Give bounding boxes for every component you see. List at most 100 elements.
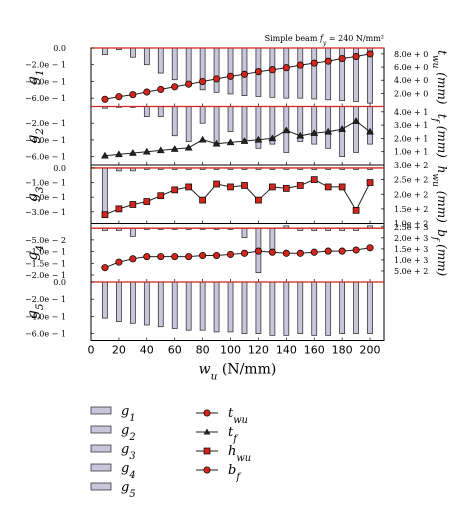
bar-g2 — [325, 106, 332, 149]
bar-g5 — [185, 281, 192, 331]
chart-annotation: Simple beam fy = 240 N/mm² — [265, 34, 384, 47]
point-t_wu — [296, 61, 304, 69]
point-h_wu — [227, 183, 234, 191]
point-h_wu — [324, 183, 332, 191]
bar-g2 — [213, 106, 220, 145]
bar-g4 — [269, 227, 276, 250]
bar-g1 — [283, 47, 290, 99]
bar-g5 — [325, 281, 332, 336]
bar-g1 — [213, 47, 220, 93]
point-b_f — [199, 251, 207, 260]
point-t_f — [128, 149, 137, 156]
left-tick-label: −2.0e − 1 — [25, 119, 66, 128]
left-tick-label: −1.0e − 1 — [25, 248, 66, 257]
bar-g5 — [367, 281, 373, 334]
point-h_wu — [213, 180, 220, 188]
x-tick-label: 60 — [168, 344, 182, 357]
left-tick-label: −1.5e − 1 — [25, 259, 66, 268]
y-axis-label-left: g4 — [25, 245, 46, 261]
bar-g2 — [171, 106, 178, 137]
bar-g5 — [283, 281, 290, 336]
bar-g1 — [311, 47, 318, 100]
right-tick-label: 1.5e + 2 — [394, 205, 428, 214]
right-tick-label: 5.0e + 2 — [394, 267, 428, 276]
right-tick-label: 2.5e + 3 — [394, 223, 428, 232]
bar-g2 — [311, 106, 318, 145]
point-b_f — [143, 253, 151, 261]
left-tick-label: −4.0e − 1 — [25, 312, 66, 321]
point-t_wu — [171, 83, 179, 91]
right-tick-label: 6.0e + 0 — [394, 63, 428, 72]
left-tick-label: −4.0e − 1 — [25, 136, 66, 145]
point-t_f — [282, 126, 291, 134]
y-axis-label-left: g5 — [25, 303, 46, 319]
legend-marker-h_wu — [203, 447, 211, 455]
x-tick-label: 0 — [88, 344, 95, 357]
point-h_wu — [185, 183, 193, 191]
point-t_f — [366, 127, 374, 135]
point-b_f — [226, 250, 235, 258]
bar-g5 — [143, 281, 150, 326]
point-t_f — [184, 143, 193, 151]
point-b_f — [282, 249, 290, 257]
bar-g1 — [102, 47, 108, 56]
bar-g2 — [241, 106, 248, 141]
right-tick-label: 2.0e + 1 — [394, 134, 428, 143]
point-b_f — [338, 247, 346, 255]
point-t_wu — [282, 64, 290, 72]
right-tick-label: 2.0e + 2 — [394, 190, 428, 199]
point-b_f — [296, 249, 304, 257]
point-t_f — [101, 151, 109, 159]
bar-g4 — [241, 227, 248, 238]
legend-label-t_wu: twu — [228, 406, 248, 426]
bar-g1 — [143, 47, 150, 66]
bar-g5 — [199, 281, 206, 331]
legend-swatch-g2 — [90, 425, 112, 434]
point-t_f — [254, 135, 263, 143]
point-t_wu — [268, 66, 276, 74]
bar-g5 — [171, 281, 178, 329]
panel-g5: 0.0 −2.0e − 1 −4.0e − 1 −6.0e − 1 g5 — [25, 278, 385, 341]
right-tick-label: 1.0e + 1 — [394, 148, 428, 157]
x-tick-label: 140 — [276, 344, 297, 357]
point-h_wu — [338, 183, 346, 191]
point-b_f — [254, 247, 262, 255]
bar-g5 — [311, 281, 318, 336]
point-t_f — [114, 150, 123, 158]
panel-frame — [90, 164, 385, 224]
left-tick-label: −5.0e − 2 — [25, 236, 66, 245]
bar-g2 — [353, 106, 359, 153]
point-t_f — [268, 134, 277, 142]
point-t_f — [296, 131, 305, 139]
point-t_f — [170, 145, 179, 152]
bar-g2 — [227, 106, 234, 132]
legend-swatch-g5 — [90, 482, 112, 491]
bar-g5 — [227, 281, 234, 333]
point-h_wu — [129, 201, 137, 208]
bar-g2 — [157, 106, 164, 117]
panel-g4: −5.0e − 2 −1.0e − 1 −1.5e − 1 −2.0e − 1 2.5e… — [25, 223, 449, 283]
x-tick-label: 180 — [332, 344, 353, 357]
point-t_f — [156, 146, 165, 154]
x-tick-label: 160 — [304, 344, 325, 357]
bar-g5 — [269, 281, 276, 336]
point-h_wu — [282, 185, 290, 192]
right-tick-label: 8.0e + 0 — [394, 50, 428, 59]
legend-label-g5: g5 — [121, 480, 136, 500]
bar-g2 — [367, 106, 373, 145]
x-axis: 0 20 40 60 80 100 120 140 160 180 200 — [88, 344, 381, 357]
x-tick-label: 20 — [112, 344, 126, 357]
left-tick-label: 0.0 — [53, 278, 66, 287]
legend-label-g4: g4 — [121, 461, 136, 481]
right-tick-label: 4.0e + 1 — [394, 108, 428, 117]
point-t_f — [352, 117, 361, 124]
point-t_wu — [129, 91, 137, 99]
point-b_f — [268, 248, 276, 256]
point-b_f — [115, 258, 123, 266]
bar-g5 — [339, 281, 345, 334]
bar-g2 — [143, 106, 150, 117]
legend-swatch-g3 — [90, 444, 112, 453]
panel-g2: −2.0e − 1 −4.0e − 1 −6.0e − 1 4.0e + 1 3.0e … — [25, 105, 449, 166]
point-t_wu — [240, 70, 249, 78]
